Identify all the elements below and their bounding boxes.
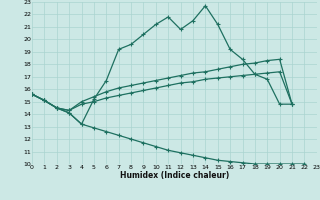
X-axis label: Humidex (Indice chaleur): Humidex (Indice chaleur): [120, 171, 229, 180]
